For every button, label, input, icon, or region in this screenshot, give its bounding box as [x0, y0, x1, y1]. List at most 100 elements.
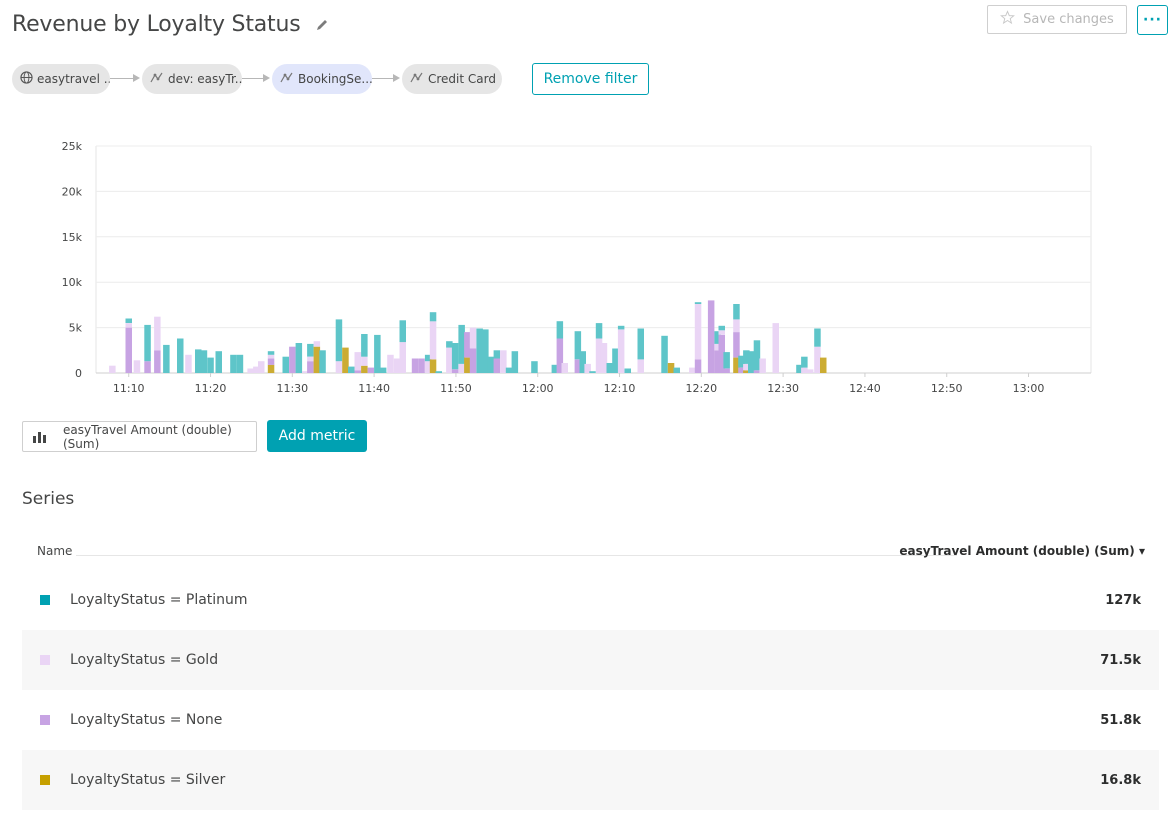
- bar-segment-platinum[interactable]: [458, 324, 465, 364]
- bar-segment-gold[interactable]: [258, 361, 265, 373]
- bar-segment-platinum[interactable]: [505, 367, 513, 373]
- table-row[interactable]: LoyaltyStatus = Silver 16.8k: [22, 750, 1159, 810]
- bar-segment-none[interactable]: [451, 369, 459, 373]
- bar-segment-platinum[interactable]: [429, 312, 437, 322]
- bar-segment-platinum[interactable]: [637, 328, 645, 360]
- bar-segment-platinum[interactable]: [399, 320, 407, 343]
- bar-segment-gold[interactable]: [133, 360, 141, 373]
- bar-segment-none[interactable]: [714, 350, 721, 373]
- bar-segment-platinum[interactable]: [482, 329, 489, 373]
- bar-segment-silver[interactable]: [429, 359, 437, 373]
- bar-segment-platinum[interactable]: [493, 350, 501, 359]
- metric-column-header[interactable]: easyTravel Amount (double) (Sum) ▾: [899, 544, 1145, 558]
- bar-segment-platinum[interactable]: [753, 340, 761, 371]
- bar-segment-platinum[interactable]: [574, 331, 582, 360]
- bar-segment-platinum[interactable]: [579, 351, 587, 373]
- bar-segment-none[interactable]: [707, 300, 715, 373]
- bar-segment-platinum[interactable]: [200, 350, 208, 373]
- bar-segment-gold[interactable]: [759, 358, 766, 374]
- bar-segment-gold[interactable]: [313, 341, 321, 347]
- bar-segment-gold[interactable]: [458, 363, 465, 373]
- breadcrumb-item-dev-easytravel[interactable]: dev: easyTr...: [142, 64, 242, 94]
- bar-segment-platinum[interactable]: [451, 343, 459, 370]
- bar-segment-gold[interactable]: [399, 342, 407, 373]
- bar-segment-none[interactable]: [469, 348, 477, 374]
- bar-segment-platinum[interactable]: [796, 364, 803, 373]
- bar-segment-gold[interactable]: [637, 359, 645, 373]
- bar-segment-none[interactable]: [418, 358, 425, 374]
- bar-segment-gold[interactable]: [393, 358, 401, 374]
- bar-segment-platinum[interactable]: [743, 350, 750, 364]
- bar-segment-platinum[interactable]: [814, 328, 821, 347]
- bar-segment-platinum[interactable]: [531, 361, 538, 373]
- bar-segment-none[interactable]: [718, 334, 726, 373]
- bar-segment-platinum[interactable]: [195, 349, 202, 373]
- bar-segment-platinum[interactable]: [617, 325, 625, 330]
- bar-segment-silver[interactable]: [667, 363, 675, 373]
- bar-segment-none[interactable]: [738, 367, 745, 373]
- bar-segment-platinum[interactable]: [551, 364, 559, 373]
- more-options-button[interactable]: ···: [1137, 5, 1168, 35]
- table-row[interactable]: LoyaltyStatus = None 51.8k: [22, 690, 1159, 750]
- table-row[interactable]: LoyaltyStatus = Platinum 127k: [22, 570, 1159, 630]
- bar-segment-platinum[interactable]: [748, 351, 755, 373]
- bar-segment-gold[interactable]: [247, 368, 254, 374]
- bar-segment-gold[interactable]: [801, 367, 808, 373]
- bar-segment-silver[interactable]: [313, 346, 321, 373]
- bar-segment-gold[interactable]: [424, 361, 432, 373]
- bar-segment-gold[interactable]: [743, 363, 750, 371]
- bar-segment-platinum[interactable]: [319, 350, 326, 373]
- bar-segment-gold[interactable]: [733, 319, 740, 333]
- bar-segment-silver[interactable]: [464, 357, 471, 373]
- bar-segment-gold[interactable]: [694, 304, 702, 360]
- bar-segment-gold[interactable]: [253, 366, 260, 373]
- bar-segment-platinum[interactable]: [267, 351, 275, 355]
- bar-segment-gold[interactable]: [125, 323, 133, 328]
- bar-segment-none[interactable]: [493, 358, 501, 374]
- bar-segment-platinum[interactable]: [424, 354, 432, 362]
- bar-segment-none[interactable]: [574, 359, 582, 373]
- bar-segment-platinum[interactable]: [733, 304, 740, 320]
- bar-segment-platinum[interactable]: [144, 324, 151, 362]
- bar-segment-silver[interactable]: [743, 370, 750, 373]
- bar-segment-silver[interactable]: [267, 364, 275, 373]
- bar-segment-platinum[interactable]: [487, 356, 495, 373]
- bar-segment-gold[interactable]: [500, 350, 507, 373]
- bar-segment-gold[interactable]: [469, 327, 477, 349]
- bar-segment-gold[interactable]: [561, 363, 569, 373]
- bar-segment-platinum[interactable]: [694, 302, 702, 304]
- bar-segment-platinum[interactable]: [236, 354, 244, 373]
- bar-segment-none[interactable]: [411, 358, 419, 374]
- bar-segment-gold[interactable]: [429, 321, 437, 360]
- bar-segment-none[interactable]: [723, 368, 730, 374]
- bar-segment-none[interactable]: [556, 338, 564, 374]
- bar-segment-gold[interactable]: [335, 361, 343, 373]
- bar-segment-gold[interactable]: [617, 329, 625, 373]
- bar-segment-none[interactable]: [267, 358, 275, 365]
- bar-segment-silver[interactable]: [820, 357, 827, 373]
- bar-segment-none[interactable]: [753, 370, 761, 373]
- bar-segment-platinum[interactable]: [348, 366, 355, 373]
- bar-segment-gold[interactable]: [109, 365, 116, 373]
- bar-segment-gold[interactable]: [302, 371, 309, 373]
- bar-segment-gold[interactable]: [584, 363, 591, 373]
- bar-segment-platinum[interactable]: [595, 323, 603, 339]
- bar-segment-platinum[interactable]: [714, 331, 721, 344]
- bar-segment-gold[interactable]: [361, 356, 368, 366]
- bar-segment-platinum[interactable]: [624, 368, 632, 374]
- revenue-chart[interactable]: 0 5k 10k 15k 20k 25k 11:10 11:20 11:30 11:40 11:5…: [0, 130, 1173, 400]
- bar-segment-platinum[interactable]: [335, 319, 343, 362]
- bar-segment-gold[interactable]: [354, 352, 362, 371]
- bar-segment-platinum[interactable]: [556, 321, 564, 339]
- table-row[interactable]: LoyaltyStatus = Gold 71.5k: [22, 630, 1159, 690]
- bar-segment-platinum[interactable]: [207, 357, 214, 373]
- bar-segment-platinum[interactable]: [215, 351, 223, 373]
- bar-segment-platinum[interactable]: [612, 348, 619, 374]
- bar-segment-platinum[interactable]: [606, 363, 614, 373]
- bar-segment-none[interactable]: [144, 361, 151, 373]
- bar-segment-platinum[interactable]: [738, 355, 745, 368]
- bar-segment-platinum[interactable]: [511, 351, 519, 373]
- bar-segment-platinum[interactable]: [295, 343, 303, 373]
- bar-segment-none[interactable]: [464, 332, 471, 358]
- bar-segment-silver[interactable]: [342, 347, 349, 373]
